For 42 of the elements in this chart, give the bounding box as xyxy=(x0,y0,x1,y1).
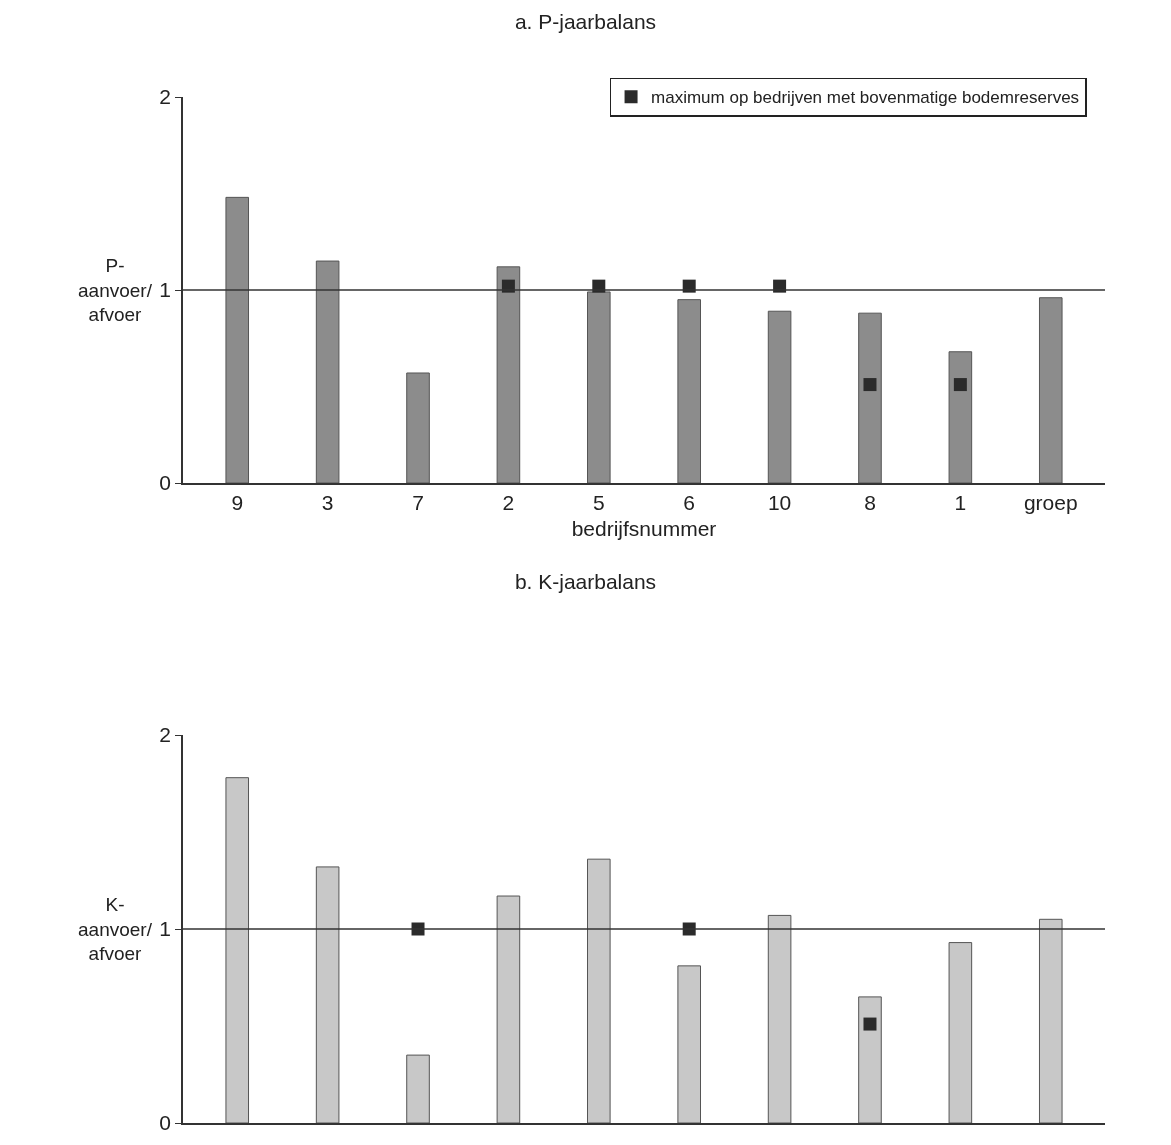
bar xyxy=(406,1054,430,1123)
bar xyxy=(858,312,882,483)
chart-title: b. K-jaarbalans xyxy=(514,569,657,593)
y-tick-label: 0 xyxy=(159,471,172,495)
x-tick-label: 8 xyxy=(864,490,876,514)
x-tick-label: 9 xyxy=(231,490,244,514)
x-tick-label: 3 xyxy=(321,490,334,514)
bar xyxy=(587,858,611,1123)
bar xyxy=(1038,297,1063,483)
bar xyxy=(315,260,340,483)
x-tick-label: 5 xyxy=(592,490,605,514)
y-axis-title: P- aanvoer/ afvoer xyxy=(78,255,153,326)
y-tick-label: 2 xyxy=(159,723,172,747)
x-tick-label: 7 xyxy=(412,490,424,514)
bar xyxy=(858,996,882,1123)
y-tick-label: 0 xyxy=(159,1111,172,1135)
bar xyxy=(315,866,340,1123)
chart-title: a. P-jaarbalans xyxy=(514,9,657,33)
bar xyxy=(677,299,701,483)
bar xyxy=(496,266,521,483)
bar xyxy=(587,291,611,483)
bar xyxy=(948,942,973,1123)
bar xyxy=(948,351,973,483)
y-tick-label: 2 xyxy=(159,85,172,109)
x-tick-label: 1 xyxy=(954,490,967,514)
bar xyxy=(496,895,521,1123)
bar xyxy=(225,196,250,483)
bar xyxy=(225,777,250,1123)
bar xyxy=(406,372,430,483)
bar xyxy=(767,310,792,483)
x-axis-title: bedrijfsnummer xyxy=(571,516,717,540)
y-tick-label: 1 xyxy=(159,917,172,941)
y-tick-label: 1 xyxy=(159,278,172,302)
bar xyxy=(767,914,792,1123)
x-tick-label: 2 xyxy=(502,490,515,514)
bar xyxy=(677,965,701,1123)
x-tick-label: groep xyxy=(1023,490,1078,514)
bar xyxy=(1038,918,1063,1123)
y-axis-title: K- aanvoer/ afvoer xyxy=(78,894,153,965)
legend-label: maximum op bedrijven met bovenmatige bodemreserves xyxy=(651,88,1080,108)
x-tick-label: 6 xyxy=(683,490,696,514)
x-tick-label: 10 xyxy=(767,490,792,514)
